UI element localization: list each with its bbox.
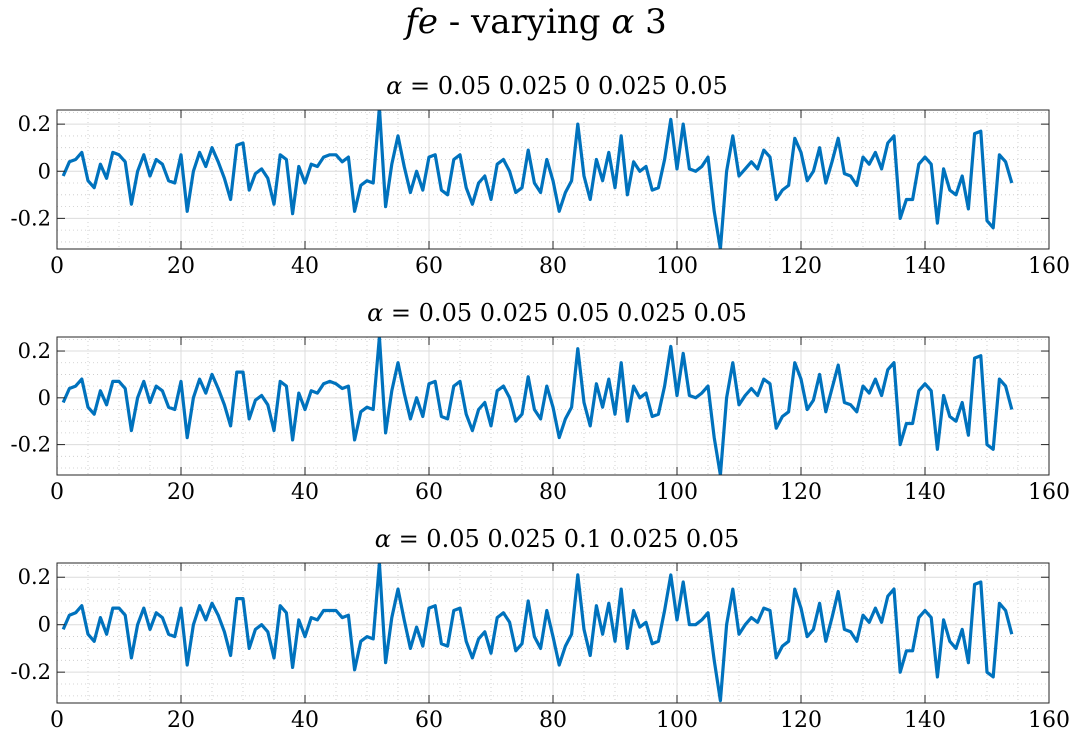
x-tick-label: 60 — [415, 480, 443, 505]
x-tick-label: 40 — [291, 480, 319, 505]
y-tick-label: 0 — [38, 386, 51, 410]
y-tick-label: 0.2 — [18, 565, 51, 589]
x-tick-label: 80 — [539, 254, 567, 279]
panel-title-values: = 0.05 0.025 0.1 0.025 0.05 — [391, 525, 739, 553]
chart-panel-3: 0 20 40 60 80 100 120 140 160 -0.2 0 0.2 α = 0.05 0.… — [11, 525, 1071, 733]
y-tick-label: 0 — [38, 159, 51, 183]
x-tick-label: 160 — [1028, 480, 1070, 505]
y-tick-label: 0 — [38, 613, 51, 637]
x-tick-label: 20 — [167, 254, 195, 279]
x-tick-label: 120 — [780, 254, 822, 279]
figure-title-variable: fe — [405, 2, 438, 42]
panel-title-values: = 0.05 0.025 0.05 0.025 0.05 — [383, 299, 747, 327]
figure-title-suffix: 3 — [634, 2, 667, 42]
panel-title-greek: α — [367, 299, 383, 327]
x-tick-label: 20 — [167, 480, 195, 505]
series-line — [61, 337, 1014, 475]
x-tick-label: 0 — [50, 708, 64, 733]
x-tick-label: 140 — [904, 708, 946, 733]
y-tick-label: 0.2 — [18, 339, 51, 363]
x-tick-label: 80 — [539, 708, 567, 733]
x-tick-label: 0 — [50, 254, 64, 279]
x-tick-label: 80 — [539, 480, 567, 505]
x-tick-label: 160 — [1028, 254, 1070, 279]
x-tick-label: 100 — [656, 480, 698, 505]
panel-title: α = 0.05 0.025 0 0.025 0.05 — [386, 72, 728, 100]
panel-title: α = 0.05 0.025 0.05 0.025 0.05 — [367, 299, 747, 327]
y-tick-label: -0.2 — [11, 433, 52, 457]
y-tick-label: -0.2 — [11, 206, 52, 230]
x-tick-label: 140 — [904, 480, 946, 505]
chart-panel-2: 0 20 40 60 80 100 120 140 160 -0.2 0 0.2 α = 0.05 0.… — [11, 299, 1071, 505]
y-tick-label: -0.2 — [11, 660, 52, 684]
x-tick-label: 120 — [780, 480, 822, 505]
x-tick-label: 140 — [904, 254, 946, 279]
chart-panel-1: 0 20 40 60 80 100 120 140 160 -0.2 0 0.2 α = 0.05 0.… — [11, 72, 1071, 279]
x-tick-label: 20 — [167, 708, 195, 733]
x-tick-label: 40 — [291, 254, 319, 279]
x-tick-label: 0 — [50, 480, 64, 505]
figure-title: fe - varying α 3 — [0, 0, 1072, 44]
x-tick-label: 160 — [1028, 708, 1070, 733]
x-tick-label: 120 — [780, 708, 822, 733]
panel-title: α = 0.05 0.025 0.1 0.025 0.05 — [375, 525, 740, 553]
panel-title-greek: α — [375, 525, 391, 553]
y-tick-label: 0.2 — [18, 112, 51, 136]
x-tick-label: 60 — [415, 254, 443, 279]
x-tick-label: 100 — [656, 254, 698, 279]
x-tick-label: 100 — [656, 708, 698, 733]
figure-title-greek: α — [611, 2, 635, 42]
panel-title-greek: α — [386, 72, 402, 100]
series-line — [61, 563, 1014, 703]
panel-title-values: = 0.05 0.025 0 0.025 0.05 — [402, 72, 727, 100]
x-tick-label: 60 — [415, 708, 443, 733]
series-line — [61, 110, 1014, 249]
figure-title-text: - varying — [437, 2, 612, 42]
x-tick-label: 40 — [291, 708, 319, 733]
